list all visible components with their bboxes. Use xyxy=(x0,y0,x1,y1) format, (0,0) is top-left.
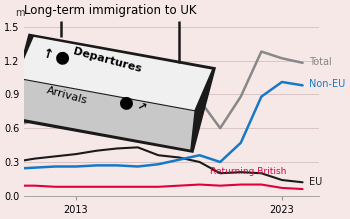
Polygon shape xyxy=(16,37,212,110)
Text: ✈: ✈ xyxy=(121,97,132,109)
Text: Departures: Departures xyxy=(72,47,142,74)
Text: Returning British: Returning British xyxy=(210,166,286,175)
Text: ✈: ✈ xyxy=(57,52,68,64)
Text: ↗: ↗ xyxy=(136,101,147,113)
Text: Non-EU: Non-EU xyxy=(309,79,345,89)
Text: ↑: ↑ xyxy=(41,47,54,63)
Polygon shape xyxy=(12,79,194,150)
Text: m: m xyxy=(15,8,24,18)
Text: EU: EU xyxy=(309,177,322,187)
Polygon shape xyxy=(6,34,216,153)
Text: Arrivals: Arrivals xyxy=(45,85,88,106)
Text: Long-term immigration to UK: Long-term immigration to UK xyxy=(25,4,197,17)
Text: Total: Total xyxy=(309,57,331,67)
